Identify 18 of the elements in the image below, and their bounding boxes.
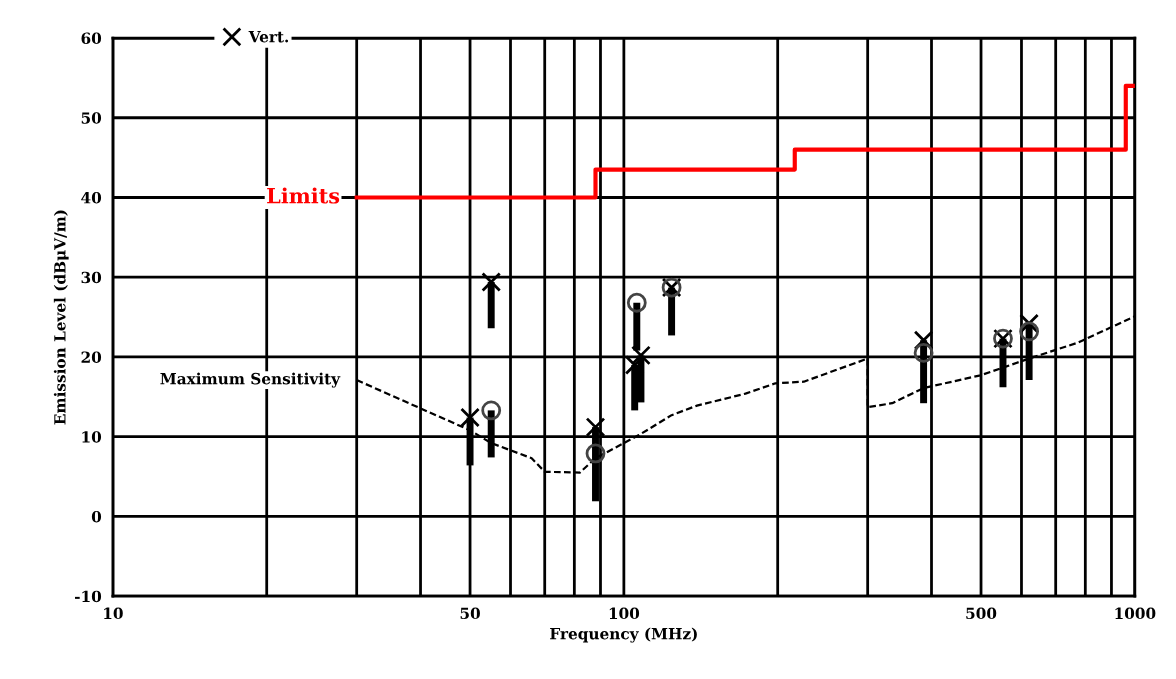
x-tick-label: 50 [460, 607, 480, 620]
series-label: Maximum Sensitivity [160, 372, 341, 388]
legend-label: Vert. [248, 31, 289, 43]
x-tick-label: 500 [966, 607, 997, 620]
y-tick-label: 50 [81, 112, 102, 124]
y-tick-label: -10 [75, 590, 102, 603]
x-tick-label: 100 [609, 607, 640, 620]
y-tick-label: 60 [81, 32, 102, 45]
x-axis-title: Frequency (MHz) [550, 627, 697, 643]
x-tick-label: 1000 [1115, 607, 1156, 620]
y-tick-label: 20 [81, 351, 102, 363]
y-tick-label: 0 [91, 510, 102, 523]
y-axis-title: Emission Level (dBμV/m) [53, 210, 69, 425]
y-tick-label: 10 [82, 431, 102, 443]
y-tick-label: 30 [81, 271, 102, 284]
y-tick-label: 40 [81, 191, 102, 204]
x-tick-label: 10 [104, 607, 123, 620]
series-label: Limits [267, 187, 340, 204]
